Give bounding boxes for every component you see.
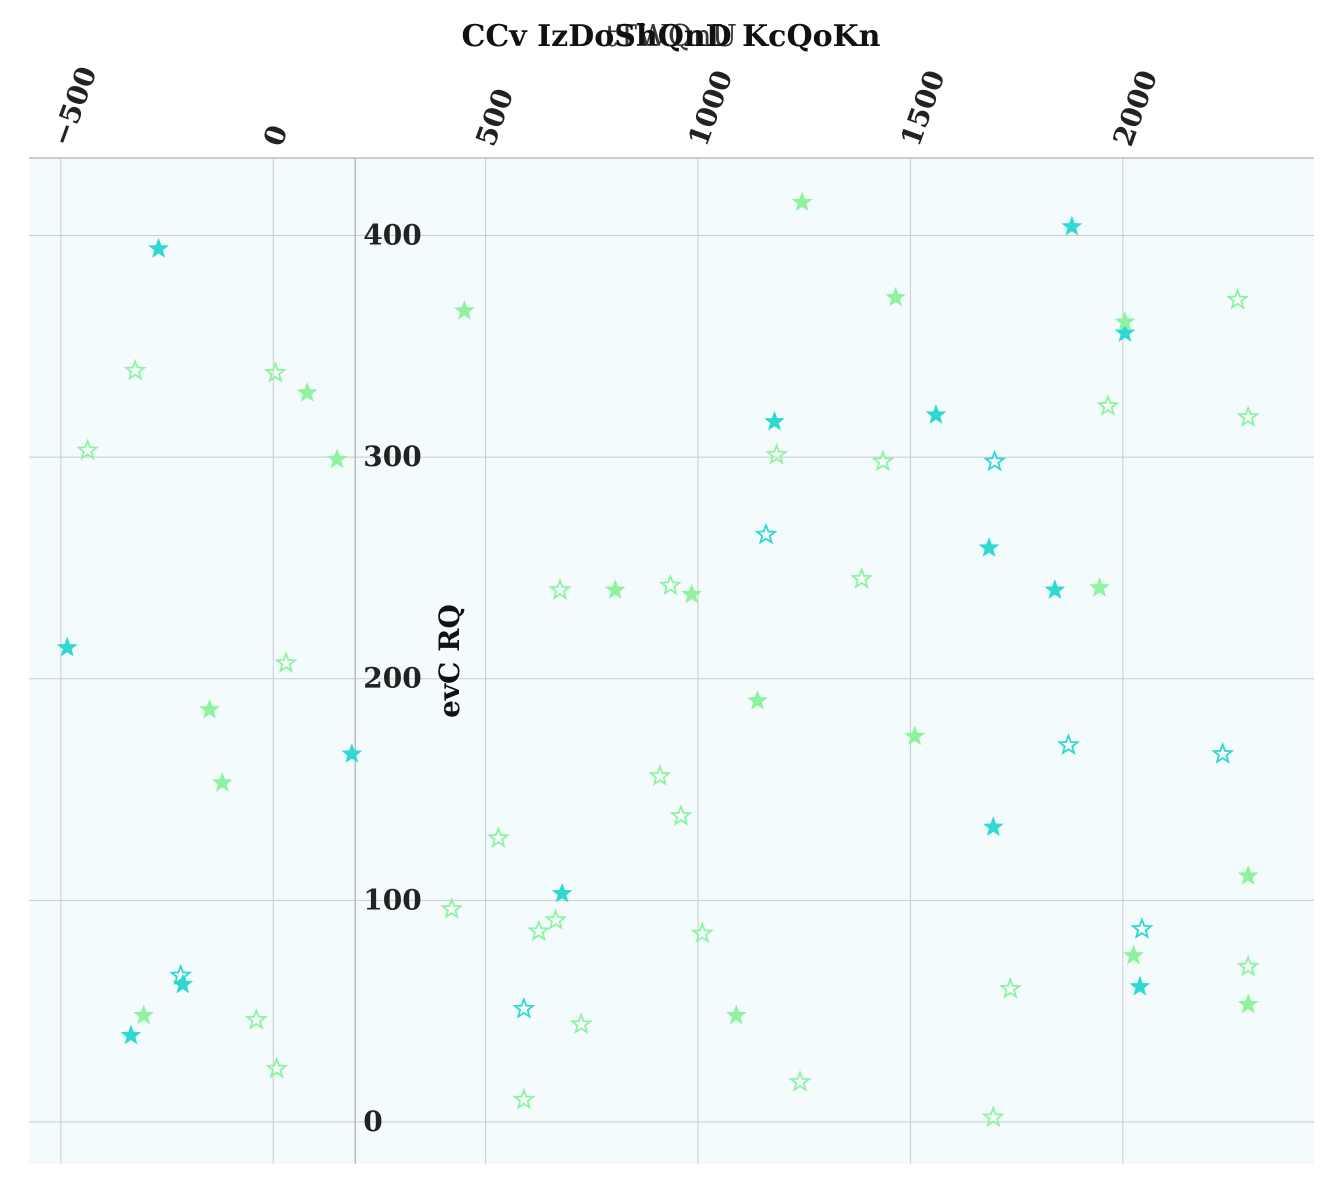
star-point [326,448,348,469]
star-point [998,976,1022,999]
star-point [148,237,169,258]
star-point [263,360,287,383]
star-point [791,191,813,212]
star-point [754,522,778,545]
x-axis-label: tTWQnU [605,19,737,54]
star-point [1044,579,1066,599]
star-point [1114,311,1136,331]
x-tick-label: 0 [257,121,295,151]
star-point [569,1012,593,1035]
star-point [1096,394,1120,416]
star-point [1129,975,1151,996]
star-point [1226,287,1250,310]
star-point [982,816,1004,837]
star-point [681,583,703,604]
star-point [669,804,693,826]
star-point [885,286,906,307]
star-point [76,438,100,461]
star-point [658,573,682,596]
x-tick-label: 1500 [894,66,952,151]
star-point [1236,954,1260,977]
star-point [1130,917,1154,939]
x-tick-label: 1000 [682,66,740,151]
star-point [133,1004,155,1025]
star-point [1089,576,1110,597]
star-point [925,404,947,424]
star-point [1237,865,1259,885]
star-point [981,1105,1005,1128]
x-tick-label: −500 [44,62,103,150]
star-point [512,996,536,1019]
star-point [527,919,551,942]
plot-background [29,158,1314,1164]
x-tick-label: 2000 [1106,66,1164,151]
star-point [1114,322,1136,342]
chart-title: CCv IzDoShQnD KcQoKn [462,19,881,54]
star-point [454,299,475,320]
star-point [512,1087,536,1110]
star-point [548,578,572,600]
star-point [440,897,464,919]
star-point [1123,944,1144,965]
y-tick-label: 200 [363,662,421,695]
star-point [871,449,895,472]
star-point [983,449,1007,472]
star-point [764,410,785,431]
x-tick-label: 500 [469,84,520,150]
y-tick-label: 100 [363,883,421,916]
star-point [747,689,768,710]
star-point [788,1069,812,1092]
star-point [690,921,714,944]
star-point [56,636,78,657]
star-point [123,358,147,381]
star-point [648,764,672,786]
star-point [211,771,233,792]
star-point [486,826,510,849]
y-axis-label: evC RQ [433,604,466,718]
star-point [1056,733,1080,755]
star-point [120,1024,142,1045]
y-tick-label: 400 [363,219,421,252]
star-point [978,537,1000,557]
star-point [265,1056,289,1079]
star-point [274,651,298,673]
star-point [1061,215,1083,236]
star-point [850,566,874,589]
star-point [1237,993,1259,1014]
star-point [1211,742,1235,764]
star-point [296,381,318,402]
star-point [1236,405,1260,428]
x-tick-labels: −500 0 500 1000 1500 2000 [44,62,1164,150]
y-tick-label: 300 [363,440,421,473]
y-tick-labels: 0 100 200 300 400 [363,219,421,1138]
star-point [765,442,789,465]
star-point [725,1004,747,1025]
star-point [904,725,926,746]
star-point [544,908,568,931]
star-point [604,579,626,599]
star-point [199,698,220,719]
y-tick-label: 0 [363,1105,382,1138]
data-points [56,191,1260,1128]
star-point [341,743,363,763]
star-point [244,1007,268,1030]
star-point [169,963,193,986]
star-point [551,882,573,903]
